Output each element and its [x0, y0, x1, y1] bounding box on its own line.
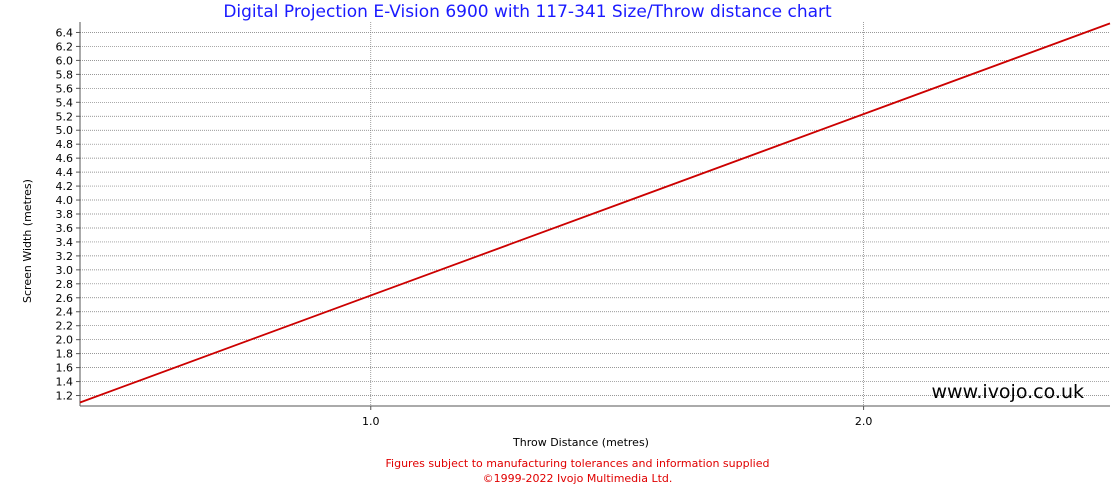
y-tick-label: 5.6: [56, 82, 74, 95]
y-tick-label: 6.4: [56, 26, 74, 39]
chart-title: Digital Projection E-Vision 6900 with 11…: [223, 2, 832, 22]
y-tick-label: 4.2: [56, 180, 74, 193]
y-tick-label: 4.8: [56, 138, 74, 151]
y-tick-label: 4.0: [56, 194, 74, 207]
y-tick-label: 3.8: [56, 208, 74, 221]
x-tick-label: 1.0: [362, 415, 380, 428]
watermark-text: www.ivojo.co.uk: [932, 381, 1085, 403]
y-tick-label: 4.4: [56, 166, 74, 179]
x-tick-label: 2.0: [855, 415, 873, 428]
footer-copyright: ©1999-2022 Ivojo Multimedia Ltd.: [482, 472, 673, 485]
y-tick-label: 5.4: [56, 96, 74, 109]
y-tick-label: 3.6: [56, 222, 74, 235]
y-tick-label: 5.0: [56, 124, 74, 137]
y-tick-label: 2.2: [56, 320, 74, 333]
y-tick-label: 1.6: [56, 362, 74, 375]
grid-lines: [80, 22, 1110, 406]
y-axis-label: Screen Width (metres): [21, 179, 34, 303]
y-tick-labels: 1.21.41.61.82.02.22.42.62.83.03.23.43.63…: [56, 26, 74, 402]
y-tick-label: 2.0: [56, 334, 74, 347]
y-tick-label: 2.6: [56, 292, 74, 305]
y-tick-label: 5.2: [56, 110, 74, 123]
y-tick-label: 1.8: [56, 348, 74, 361]
y-tick-label: 1.4: [56, 376, 74, 389]
series-line: [79, 22, 1111, 404]
x-axis-label: Throw Distance (metres): [512, 436, 649, 449]
axes: [76, 22, 1110, 410]
y-tick-label: 3.4: [56, 236, 74, 249]
y-tick-label: 1.2: [56, 390, 74, 403]
y-tick-label: 4.6: [56, 152, 74, 165]
y-tick-label: 3.2: [56, 250, 74, 263]
y-tick-label: 2.4: [56, 306, 74, 319]
y-tick-label: 6.2: [56, 40, 74, 53]
x-tick-labels: 1.0 2.0: [362, 415, 872, 428]
series-lines: [79, 22, 1111, 404]
y-tick-label: 6.0: [56, 54, 74, 67]
y-tick-label: 5.8: [56, 68, 74, 81]
y-tick-label: 3.0: [56, 264, 74, 277]
footer-disclaimer: Figures subject to manufacturing toleran…: [385, 457, 770, 470]
y-tick-label: 2.8: [56, 278, 74, 291]
